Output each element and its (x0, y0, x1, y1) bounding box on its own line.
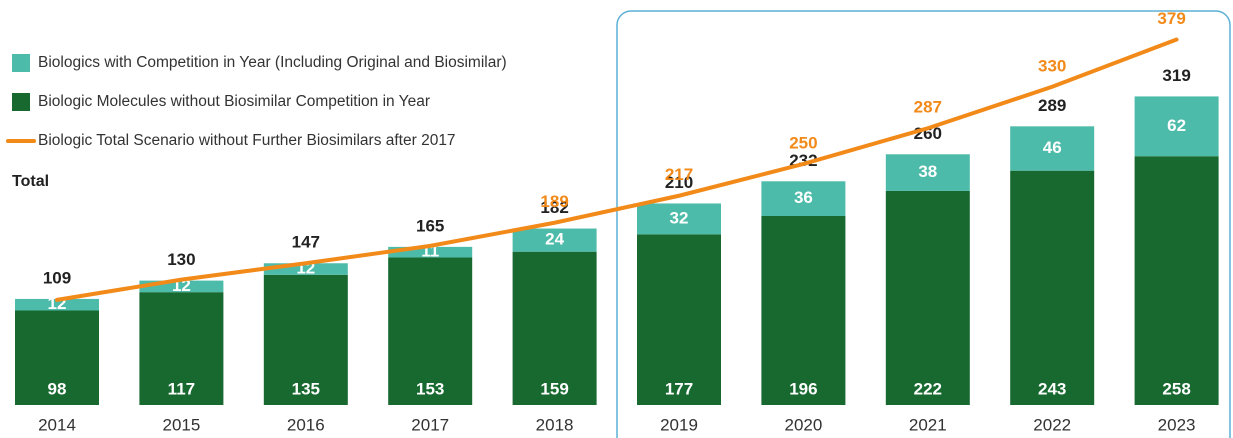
line-value-label: 379 (1157, 9, 1185, 28)
value-label: 153 (416, 379, 444, 398)
value-label: 258 (1162, 379, 1190, 398)
line (55, 37, 1179, 302)
line-value-label: 217 (665, 165, 693, 184)
x-tick-label: 2021 (909, 415, 947, 434)
line-value-label: 287 (914, 98, 942, 117)
value-label: 98 (48, 379, 67, 398)
x-tick-label: 2019 (660, 415, 698, 434)
value-label: 46 (1043, 138, 1062, 157)
bar-segment (761, 181, 846, 216)
bar-segment (761, 216, 846, 405)
value-label: 135 (292, 379, 320, 398)
bar-segment (637, 203, 721, 235)
bar-segment (1134, 96, 1219, 157)
legend-label: Biologic Total Scenario without Further … (38, 132, 456, 149)
total-label: 147 (292, 233, 320, 252)
bar-segment (139, 280, 224, 293)
x-tick-label: 2020 (784, 415, 822, 434)
bar-segment (263, 263, 348, 275)
value-label: 36 (794, 188, 813, 207)
bar-segment (1134, 156, 1219, 405)
value-label: 222 (914, 379, 942, 398)
value-label: 38 (918, 162, 937, 181)
value-label: 62 (1167, 116, 1186, 135)
value-label: 177 (665, 379, 693, 398)
value-label: 24 (545, 230, 564, 249)
x-tick-label: 2016 (287, 415, 325, 434)
legend-label: Biologic Molecules without Biosimilar Co… (38, 93, 430, 110)
bar-segment (1010, 126, 1095, 171)
legend-swatch (12, 93, 30, 111)
highlight-box (616, 10, 1231, 438)
value-label: 196 (789, 379, 817, 398)
x-tick-label: 2022 (1033, 415, 1071, 434)
value-label: 243 (1038, 379, 1066, 398)
bar-segment (885, 190, 970, 405)
total-label: 130 (167, 250, 195, 269)
bar-segment (139, 292, 224, 405)
x-tick-label: 2015 (162, 415, 200, 434)
bar-segment (388, 246, 473, 258)
total-label: 319 (1162, 66, 1190, 85)
bar-segment (885, 154, 970, 191)
legend-swatch (12, 54, 30, 72)
bar-segment (512, 228, 597, 252)
x-tick-label: 2014 (38, 415, 76, 434)
total-label: 109 (43, 268, 71, 287)
bar-segment (637, 234, 721, 405)
total-heading: Total (12, 173, 49, 190)
value-label: 159 (540, 379, 568, 398)
total-label: 165 (416, 216, 444, 235)
bar-segment (15, 298, 99, 311)
bar-segment (388, 257, 473, 405)
x-tick-label: 2018 (536, 415, 574, 434)
bar-segment (512, 251, 597, 405)
legend-label: Biologics with Competition in Year (Incl… (38, 54, 507, 71)
x-tick-label: 2017 (411, 415, 449, 434)
bar-segment (1010, 170, 1095, 405)
total-label: 289 (1038, 96, 1066, 115)
total-label: 210 (665, 173, 693, 192)
line-value-label: 189 (540, 192, 568, 211)
total-label: 182 (540, 198, 568, 217)
value-label: 32 (670, 208, 689, 227)
bar-segment (263, 274, 348, 405)
x-tick-label: 2023 (1158, 415, 1196, 434)
line-value-label: 250 (789, 133, 817, 152)
value-label: 117 (168, 379, 195, 398)
line-value-label: 330 (1038, 56, 1066, 75)
bar-segment (15, 310, 99, 405)
